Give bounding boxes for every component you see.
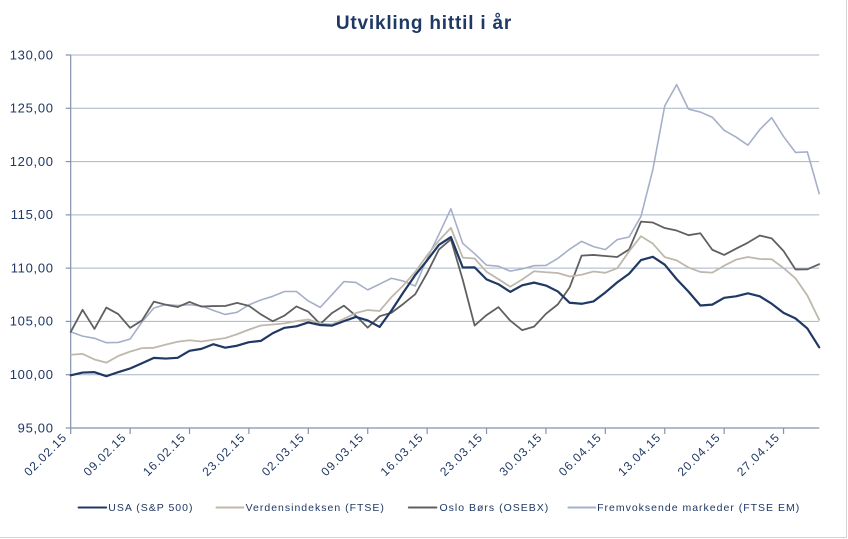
svg-text:130,00: 130,00 xyxy=(10,47,54,62)
svg-text:105,00: 105,00 xyxy=(10,314,54,329)
svg-text:27.04.15: 27.04.15 xyxy=(734,430,783,479)
svg-text:20.04.15: 20.04.15 xyxy=(675,430,724,479)
svg-text:23.02.15: 23.02.15 xyxy=(199,430,248,479)
svg-text:120,00: 120,00 xyxy=(10,154,54,169)
svg-text:100,00: 100,00 xyxy=(10,367,54,382)
svg-text:09.03.15: 09.03.15 xyxy=(318,430,367,479)
svg-text:USA (S&P 500): USA (S&P 500) xyxy=(108,502,193,514)
svg-text:Oslo Børs (OSEBX): Oslo Børs (OSEBX) xyxy=(440,502,550,514)
svg-text:Verdensindeksen (FTSE): Verdensindeksen (FTSE) xyxy=(246,502,385,514)
svg-text:06.04.15: 06.04.15 xyxy=(556,430,605,479)
svg-text:Fremvoksende markeder (FTSE EM: Fremvoksende markeder (FTSE EM) xyxy=(597,502,800,514)
svg-text:125,00: 125,00 xyxy=(10,101,54,116)
svg-text:30.03.15: 30.03.15 xyxy=(496,430,545,479)
svg-text:09.02.15: 09.02.15 xyxy=(81,430,130,479)
svg-text:13.04.15: 13.04.15 xyxy=(615,430,664,479)
svg-text:02.03.15: 02.03.15 xyxy=(259,430,308,479)
svg-text:115,00: 115,00 xyxy=(11,207,54,222)
svg-text:110,00: 110,00 xyxy=(11,260,54,275)
svg-text:95,00: 95,00 xyxy=(18,420,54,435)
svg-text:16.02.15: 16.02.15 xyxy=(140,430,189,479)
svg-text:02.02.15: 02.02.15 xyxy=(21,430,70,479)
svg-text:16.03.15: 16.03.15 xyxy=(378,430,427,479)
svg-text:23.03.15: 23.03.15 xyxy=(437,430,486,479)
